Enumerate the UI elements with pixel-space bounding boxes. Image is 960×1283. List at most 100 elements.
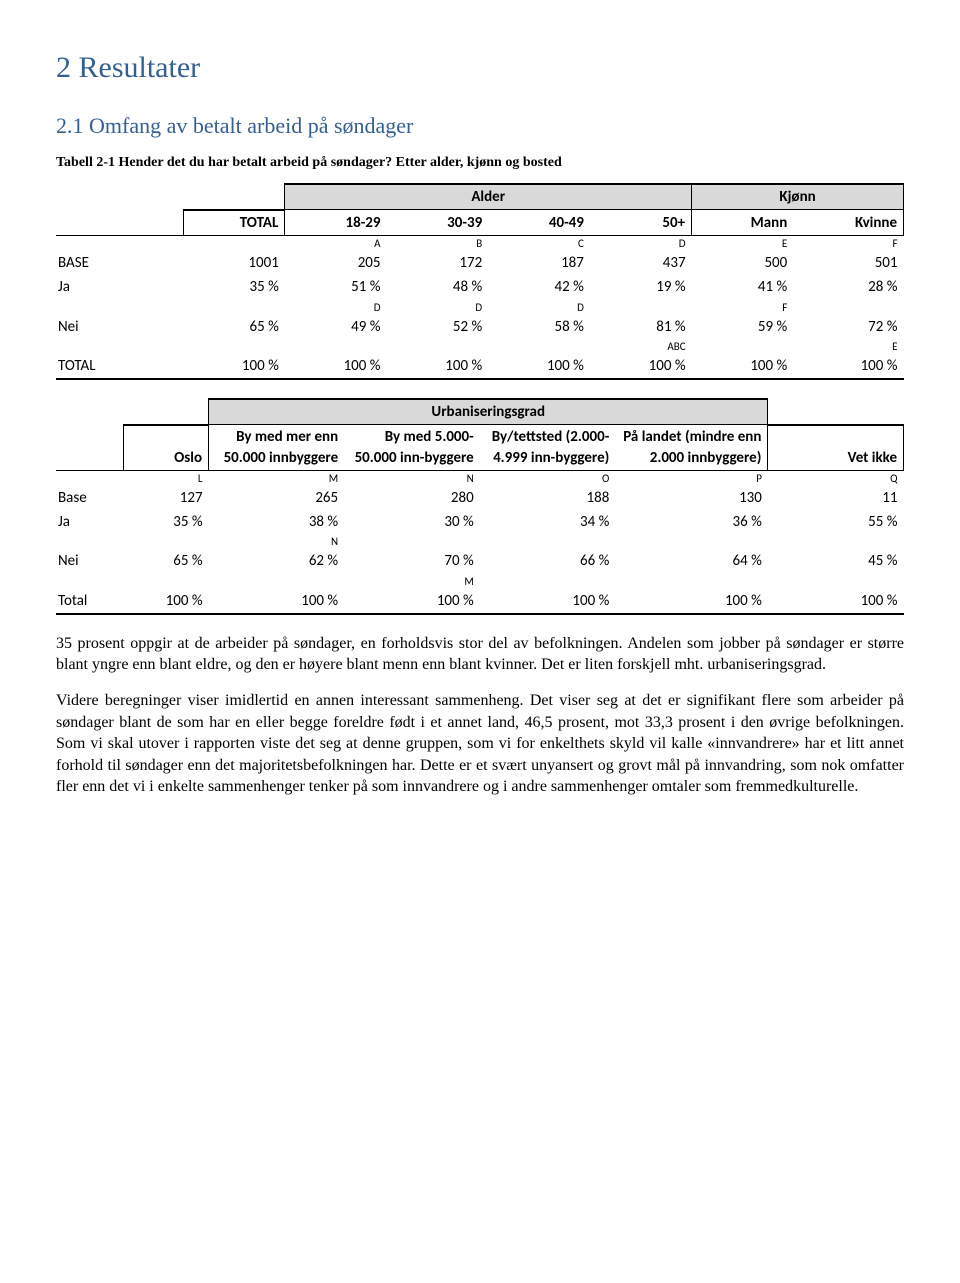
col-letter: N [344, 470, 480, 486]
cell: 100 % [480, 589, 616, 614]
cell: 100 % [488, 354, 590, 379]
cell: 100 % [615, 589, 768, 614]
subsection-heading: 2.1 Omfang av betalt arbeid på søndager [56, 111, 904, 141]
cell: 62 % [209, 549, 345, 573]
col-header: By med mer enn 50.000 innbyggere [209, 425, 345, 471]
cell: 501 [793, 251, 903, 275]
cell: 19 % [590, 275, 692, 299]
col-header: 40-49 [488, 210, 590, 236]
row-label-ja: Ja [56, 275, 183, 299]
col-header: 50+ [590, 210, 692, 236]
col-letter: M [209, 470, 345, 486]
sig-cell [480, 574, 616, 589]
sig-cell [692, 339, 794, 354]
table-urbanisering: Urbaniseringsgrad Oslo By med mer enn 50… [56, 398, 904, 615]
cell: 127 [124, 486, 209, 510]
cell: 35 % [124, 510, 209, 534]
cell: 48 % [387, 275, 489, 299]
sig-cell: E [793, 339, 903, 354]
group-header-alder: Alder [285, 184, 692, 210]
cell: 100 % [692, 354, 794, 379]
section-heading: 2 Resultater [56, 48, 904, 89]
sig-cell [344, 534, 480, 549]
sig-cell [124, 534, 209, 549]
col-letter: D [590, 236, 692, 252]
cell: 58 % [488, 315, 590, 339]
cell: 265 [209, 486, 345, 510]
cell: 1001 [183, 251, 285, 275]
sig-cell: D [488, 300, 590, 315]
cell: 45 % [768, 549, 904, 573]
cell: 100 % [793, 354, 903, 379]
cell: 65 % [124, 549, 209, 573]
sig-cell [183, 339, 285, 354]
paragraph-1: 35 prosent oppgir at de arbeider på sønd… [56, 633, 904, 676]
group-header-urban: Urbaniseringsgrad [209, 399, 768, 425]
cell: 187 [488, 251, 590, 275]
cell: 72 % [793, 315, 903, 339]
cell: 41 % [692, 275, 794, 299]
cell: 52 % [387, 315, 489, 339]
col-header: Kvinne [793, 210, 903, 236]
col-header: TOTAL [183, 210, 285, 236]
cell: 100 % [387, 354, 489, 379]
cell: 100 % [590, 354, 692, 379]
cell: 49 % [285, 315, 387, 339]
sig-cell: ABC [590, 339, 692, 354]
paragraph-2: Videre beregninger viser imidlertid en a… [56, 690, 904, 798]
sig-cell [615, 534, 768, 549]
cell: 35 % [183, 275, 285, 299]
cell: 280 [344, 486, 480, 510]
cell: 65 % [183, 315, 285, 339]
cell: 100 % [209, 589, 345, 614]
sig-cell: D [387, 300, 489, 315]
sig-cell [387, 339, 489, 354]
sig-cell [209, 574, 345, 589]
row-label-base: BASE [56, 251, 183, 275]
cell: 28 % [793, 275, 903, 299]
col-header: Vet ikke [768, 425, 904, 471]
col-letter: E [692, 236, 794, 252]
row-label-ja: Ja [56, 510, 124, 534]
sig-cell: F [692, 300, 794, 315]
col-header: Oslo [124, 425, 209, 471]
cell: 70 % [344, 549, 480, 573]
sig-cell [183, 300, 285, 315]
row-label-nei: Nei [56, 549, 124, 573]
cell: 11 [768, 486, 904, 510]
cell: 42 % [488, 275, 590, 299]
cell: 30 % [344, 510, 480, 534]
row-label-base: Base [56, 486, 124, 510]
cell: 34 % [480, 510, 616, 534]
cell: 437 [590, 251, 692, 275]
cell: 51 % [285, 275, 387, 299]
col-letter: P [615, 470, 768, 486]
sig-cell [793, 300, 903, 315]
cell: 130 [615, 486, 768, 510]
cell: 81 % [590, 315, 692, 339]
col-header: By med 5.000-50.000 inn-byggere [344, 425, 480, 471]
row-label-total: TOTAL [56, 354, 183, 379]
row-label-total: Total [56, 589, 124, 614]
sig-cell: M [344, 574, 480, 589]
sig-cell [285, 339, 387, 354]
table-alder-kjonn: Alder Kjønn TOTAL 18-29 30-39 40-49 50+ … [56, 183, 904, 380]
group-header-kjonn: Kjønn [692, 184, 904, 210]
col-header: 30-39 [387, 210, 489, 236]
sig-cell [124, 574, 209, 589]
sig-cell: D [285, 300, 387, 315]
cell: 59 % [692, 315, 794, 339]
cell: 36 % [615, 510, 768, 534]
sig-cell [480, 534, 616, 549]
sig-cell [615, 574, 768, 589]
cell: 500 [692, 251, 794, 275]
cell: 100 % [183, 354, 285, 379]
col-letter: L [124, 470, 209, 486]
cell: 55 % [768, 510, 904, 534]
cell: 38 % [209, 510, 345, 534]
col-header: Mann [692, 210, 794, 236]
sig-cell [768, 534, 904, 549]
cell: 188 [480, 486, 616, 510]
sig-cell [768, 574, 904, 589]
col-letter: O [480, 470, 616, 486]
